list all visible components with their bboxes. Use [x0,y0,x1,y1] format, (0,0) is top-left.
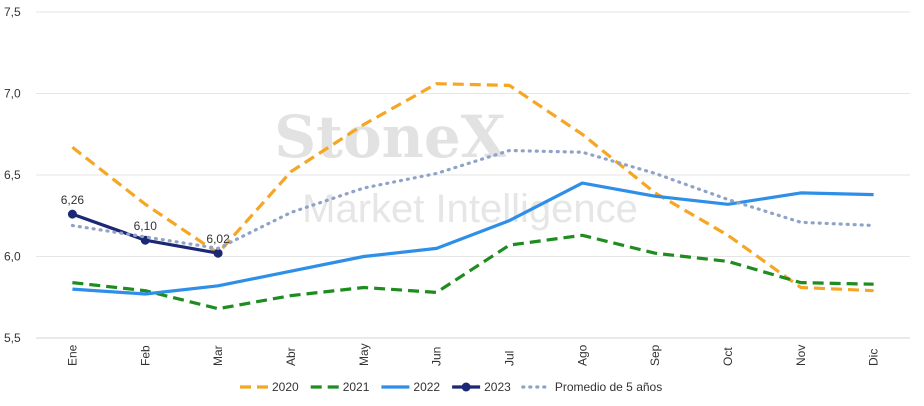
y-tick-label: 5,5 [4,331,21,345]
x-tick-label: Ago [575,344,589,366]
y-tick-label: 6,0 [4,250,21,264]
series-line-0 [71,82,874,293]
y-axis: 5,5 6,0 6,5 7,0 7,5 [4,5,21,345]
x-tick-label: Mar [211,345,225,366]
x-tick-label: Nov [794,345,808,366]
x-tick-label: Jul [502,351,516,366]
x-tick-label: Sep [648,344,662,366]
data-point [213,248,223,258]
x-tick-label: May [357,343,371,366]
data-label: 6,10 [134,219,158,233]
watermark-brand: StoneX [274,103,505,171]
legend-label: 2023 [484,380,511,394]
legend-label: 2022 [413,380,440,394]
data-label: 6,26 [61,193,85,207]
x-tick-label: Ene [65,344,79,366]
watermark: StoneX Market Intelligence [274,103,638,231]
x-axis: Ene Feb Mar Abr May Jun Jul Ago Sep Oct Nov Dic [65,343,880,366]
legend-label: 2021 [343,380,370,394]
legend-label: Promedio de 5 años [555,380,662,394]
legend-label: 2020 [272,380,299,394]
series-line-4 [70,148,876,250]
data-labels: 6,26 6,10 6,02 [61,193,230,246]
y-tick-label: 7,0 [4,87,21,101]
series-line-1 [72,233,874,311]
watermark-subtitle: Market Intelligence [302,187,638,231]
x-tick-label: Oct [721,347,735,366]
x-tick-label: Jun [430,347,444,366]
x-tick-label: Feb [138,345,152,366]
data-label: 6,02 [206,232,230,246]
legend-marker [461,382,471,392]
data-point [67,209,77,219]
gridlines [36,11,910,339]
x-tick-label: Abr [284,347,298,366]
legend: 2020 2021 2022 2023 Promedio de 5 años [240,380,662,394]
y-tick-label: 6,5 [4,168,21,182]
y-tick-label: 7,5 [4,5,21,19]
x-tick-label: Dic [867,349,881,366]
series-lines [67,82,876,311]
